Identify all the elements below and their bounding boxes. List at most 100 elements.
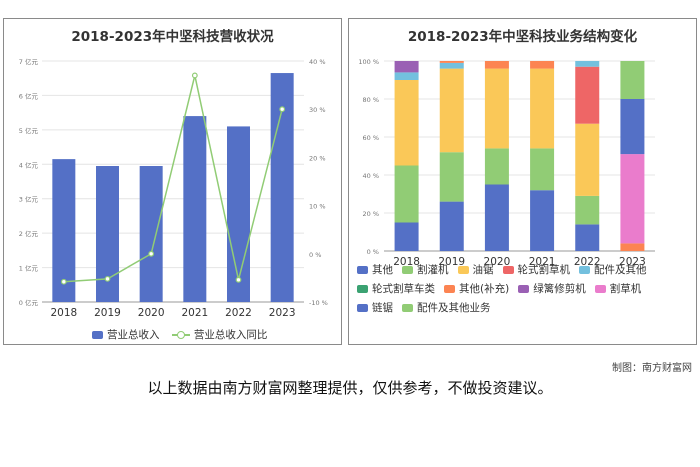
structure-chart-panel: 2018-2023年中坚科技业务结构变化 0 % 20 % 40 % 60 % 80 %… (348, 18, 697, 345)
x-tick-label: 2020 (138, 307, 165, 319)
stack-segment (530, 190, 555, 251)
x-tick-label: 2018 (50, 307, 77, 319)
legend-swatch (579, 265, 590, 274)
legend-item[interactable]: 配件及其他业务 (402, 300, 491, 315)
x-tick-label: 2023 (619, 256, 646, 268)
x-tick-label: 2019 (438, 256, 465, 268)
revenue-bar (96, 166, 119, 302)
legend-label: 配件及其他业务 (417, 302, 491, 314)
legend-item[interactable]: 绿篱修剪机 (518, 281, 586, 296)
legend-item[interactable]: 割灌机 (402, 262, 449, 277)
legend-item-revenue[interactable]: 营业总收入 (92, 327, 160, 342)
y-tick-label: 0 % (367, 248, 379, 256)
legend-label: 油锯 (472, 264, 494, 276)
legend-row: 轮式割草车类 其他(补充) 绿篱修剪机 割草机 (357, 281, 650, 296)
legend-swatch (502, 265, 514, 274)
revenue-legend: 营业总收入 营业总收入同比 (92, 327, 276, 342)
stack-segment (575, 61, 600, 67)
stack-segment (530, 148, 555, 191)
y-tick-label: 20 % (362, 210, 379, 218)
stack-segment (394, 165, 419, 223)
legend-label: 轮式割草机 (517, 264, 571, 276)
stack-segment (439, 62, 464, 69)
legend-label: 其他(补充) (459, 283, 510, 295)
legend-swatch (457, 265, 469, 274)
y-left-tick-label: 5 亿元 (19, 126, 39, 135)
legend-row: 链锯 配件及其他业务 (357, 300, 500, 315)
y-left-tick-label: 1 亿元 (19, 264, 39, 273)
stack-segment (484, 61, 509, 69)
stack-segment (575, 66, 600, 124)
y-right-tick-label: -10 % (309, 299, 328, 307)
y-right-tick-label: 40 % (309, 58, 326, 66)
stack-segment (530, 61, 555, 69)
x-tick-label: 2022 (225, 307, 252, 319)
revenue-chart-panel: 2018-2023年中坚科技营收状况 0 亿元 1 亿元 2 亿元 3 亿元 4 亿元 5… (3, 18, 342, 345)
revenue-bar (227, 126, 250, 303)
legend-item[interactable]: 配件及其他 (579, 262, 647, 277)
y-left-tick-label: 0 亿元 (19, 298, 39, 307)
legend-label-revenue: 营业总收入 (107, 329, 160, 341)
legend-item[interactable]: 其他(补充) (444, 281, 509, 296)
legend-label: 绿篱修剪机 (533, 283, 586, 295)
y-left-tick-label: 6 亿元 (19, 91, 39, 100)
stack-segment (394, 222, 419, 251)
x-tick-label: 2023 (269, 307, 296, 319)
stack-segment (439, 61, 464, 63)
legend-label: 链锯 (372, 302, 393, 314)
x-tick-label: 2021 (181, 307, 208, 319)
revenue-yoy-point (148, 250, 155, 257)
y-right-tick-label: 0 % (309, 251, 321, 259)
stack-segment (484, 184, 509, 251)
y-left-tick-label: 7 亿元 (19, 57, 39, 66)
stack-segment (439, 201, 464, 251)
legend-item[interactable]: 链锯 (357, 300, 393, 315)
legend-item[interactable]: 其他 (357, 262, 393, 277)
legend-item[interactable]: 油锯 (457, 262, 494, 277)
stack-segment (575, 224, 600, 251)
stack-segment (620, 99, 645, 155)
revenue-yoy-point (191, 72, 198, 79)
stack-segment (620, 154, 645, 244)
legend-swatch (402, 265, 413, 274)
legend-swatch (594, 284, 606, 293)
stack-segment (394, 80, 419, 166)
structure-chart: 0 % 20 % 40 % 60 % 80 % 100 % 2018 2019 2020 2021… (358, 58, 655, 268)
legend-swatch (357, 284, 368, 293)
y-right-tick-label: 30 % (309, 106, 326, 114)
x-tick-label: 2022 (574, 256, 601, 268)
y-left-tick-label: 2 亿元 (19, 229, 39, 238)
revenue-yoy-point (279, 106, 286, 113)
legend-label: 配件及其他 (594, 264, 647, 276)
disclaimer-text: 以上数据由南方财富网整理提供，仅供参考，不做投资建议。 (147, 379, 553, 397)
stack-segment (439, 68, 464, 153)
y-tick-label: 80 % (362, 96, 379, 104)
x-tick-label: 2018 (393, 256, 420, 268)
stack-segment (394, 61, 419, 73)
legend-row: 其他 割灌机 油锯 轮式割草机 配件及其他 (357, 262, 656, 277)
legend-item[interactable]: 轮式割草车类 (357, 281, 435, 296)
stack-segment (575, 123, 600, 196)
y-tick-label: 100 % (358, 58, 379, 66)
legend-swatch (357, 303, 368, 312)
legend-item-revenue-yoy[interactable]: 营业总收入同比 (171, 327, 268, 342)
y-tick-label: 60 % (362, 134, 379, 142)
x-tick-label: 2019 (94, 307, 121, 319)
revenue-yoy-point (104, 275, 111, 282)
legend-label-revenue-yoy: 营业总收入同比 (193, 329, 268, 341)
stack-segment (439, 152, 464, 202)
legend-label: 割草机 (609, 283, 642, 295)
legend-item[interactable]: 轮式割草机 (502, 262, 571, 277)
legend-swatch (444, 284, 455, 293)
y-left-tick-label: 3 亿元 (19, 195, 39, 204)
revenue-yoy-point (60, 278, 67, 285)
stack-segment (575, 195, 600, 225)
revenue-chart: 0 亿元 1 亿元 2 亿元 3 亿元 4 亿元 5 亿元 6 亿元 7 亿元 -10 % 0 %… (19, 57, 328, 319)
x-tick-label: 2021 (529, 256, 556, 268)
revenue-chart-title: 2018-2023年中坚科技营收状况 (71, 29, 274, 45)
legend-swatch-revenue-yoy (171, 330, 190, 339)
legend-label: 轮式割草车类 (372, 283, 435, 295)
structure-chart-title: 2018-2023年中坚科技业务结构变化 (407, 29, 638, 45)
legend-swatch (402, 303, 413, 312)
legend-item[interactable]: 割草机 (594, 281, 642, 296)
